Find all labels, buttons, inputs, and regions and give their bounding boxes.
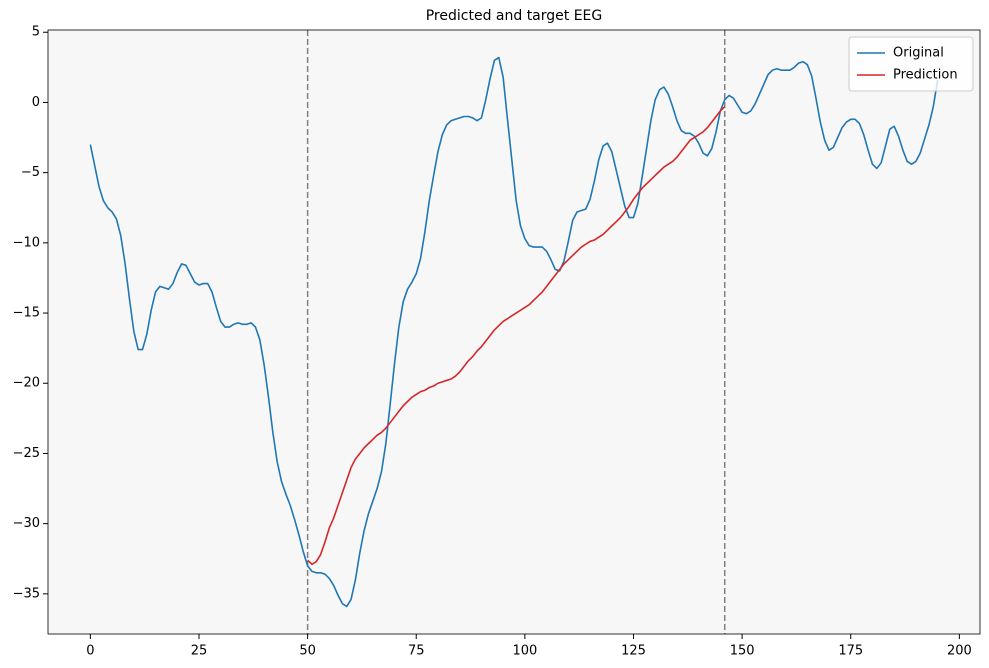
x-tick-label: 25 [191,644,208,659]
y-tick-label: −35 [13,586,40,601]
legend-box [848,36,974,92]
x-tick-label: 0 [86,644,94,659]
legend-label: Original [893,46,944,61]
x-tick-label: 100 [512,644,537,659]
x-tick-label: 150 [730,644,755,659]
legend-label: Prediction [893,68,958,83]
x-tick-label: 200 [947,644,972,659]
chart-title: Predicted and target EEG [426,8,603,24]
y-tick-label: 5 [32,25,40,40]
plot-area [48,30,980,634]
line-series [307,106,726,566]
y-tick-label: −15 [13,306,40,321]
y-tick-label: −5 [21,165,40,180]
x-tick-label: 50 [299,644,316,659]
y-tick-label: −20 [13,376,40,391]
y-tick-label: −10 [13,235,40,250]
x-tick-label: 175 [838,644,863,659]
y-tick-label: −25 [13,446,40,461]
line-series [89,56,939,608]
y-tick-label: 0 [32,95,40,110]
x-tick-label: 125 [621,644,646,659]
y-tick-label: −30 [13,516,40,531]
axes-frame [47,29,981,635]
x-tick-label: 75 [408,644,425,659]
